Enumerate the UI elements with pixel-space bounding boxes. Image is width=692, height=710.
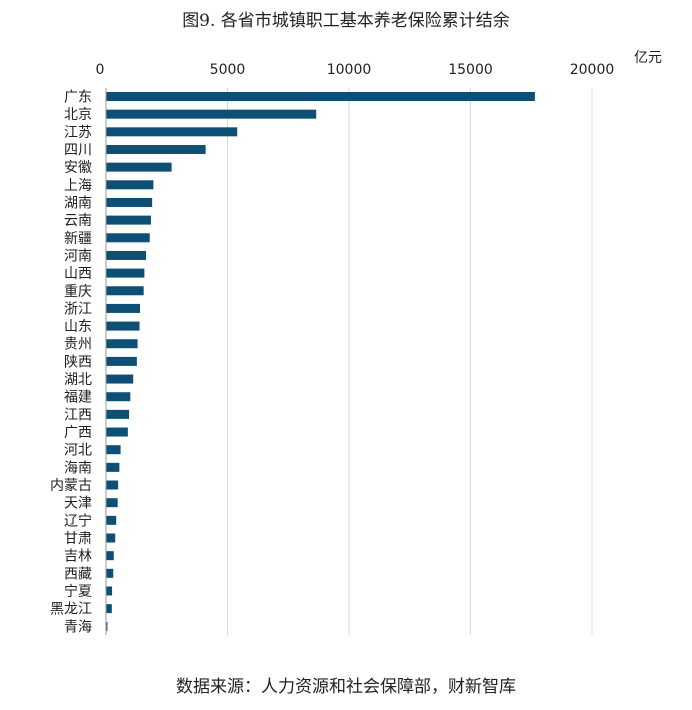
bar-河南: [106, 250, 147, 260]
category-label: 海南: [64, 460, 92, 476]
bar-山西: [106, 268, 145, 278]
bar-浙江: [106, 303, 141, 313]
category-label: 广东: [64, 90, 92, 106]
x-tick-label: 15000: [448, 62, 493, 78]
bar-山东: [106, 321, 140, 331]
bar-甘肃: [106, 533, 116, 543]
x-axis-ticks: 0 5000 10000 15000 20000: [96, 62, 615, 78]
x-tick-label: 20000: [570, 62, 615, 78]
source-note: 数据来源：人力资源和社会保障部，财新智库: [176, 677, 516, 697]
category-label: 内蒙古: [50, 478, 92, 494]
category-label: 福建: [64, 390, 92, 406]
category-label: 湖北: [64, 372, 92, 388]
category-label: 贵州: [64, 337, 92, 353]
bar-吉林: [106, 551, 114, 561]
category-label: 安徽: [64, 160, 92, 176]
bar-海南: [106, 462, 120, 472]
bar-chart: 0 5000 10000 15000 20000 亿元 广东北京江苏四川安徽上海湖南云南…: [50, 50, 662, 636]
category-label: 广西: [64, 425, 92, 441]
bar-西藏: [106, 568, 114, 578]
bar-新疆: [106, 233, 150, 243]
category-label: 北京: [64, 107, 92, 123]
category-label: 天津: [64, 496, 92, 512]
bar-天津: [106, 498, 118, 508]
category-label: 江西: [64, 407, 92, 423]
category-label: 湖南: [64, 195, 92, 211]
bar-上海: [106, 180, 154, 190]
bar-广西: [106, 427, 128, 437]
category-label: 江苏: [64, 125, 92, 141]
bars: [106, 92, 535, 631]
bar-辽宁: [106, 515, 117, 525]
bar-河北: [106, 445, 121, 455]
bar-福建: [106, 392, 131, 402]
category-label: 陕西: [64, 354, 92, 370]
category-label: 辽宁: [64, 512, 92, 529]
category-label: 云南: [64, 213, 92, 229]
category-label: 河南: [64, 248, 92, 264]
category-label: 新疆: [64, 231, 92, 247]
category-label: 甘肃: [64, 531, 92, 547]
category-label: 山东: [64, 319, 92, 335]
bar-湖北: [106, 374, 134, 384]
bar-重庆: [106, 286, 144, 296]
category-label: 山西: [64, 266, 92, 282]
category-label: 四川: [64, 142, 92, 158]
category-label: 吉林: [64, 549, 92, 565]
bar-内蒙古: [106, 480, 119, 490]
bar-江苏: [106, 127, 238, 137]
category-label: 黑龙江: [50, 602, 92, 618]
bar-宁夏: [106, 586, 113, 596]
category-label: 青海: [64, 619, 92, 635]
gridlines: [227, 88, 593, 635]
bar-北京: [106, 109, 317, 119]
bar-青海: [106, 621, 108, 631]
category-label: 河北: [64, 443, 92, 459]
bar-江西: [106, 409, 130, 419]
x-tick-label: 0: [96, 62, 105, 78]
unit-label: 亿元: [634, 50, 662, 66]
category-label: 浙江: [64, 301, 92, 317]
category-label: 宁夏: [64, 583, 92, 600]
bar-湖南: [106, 197, 153, 207]
category-label: 西藏: [64, 566, 92, 582]
x-tick-label: 5000: [210, 62, 246, 78]
bar-安徽: [106, 162, 172, 172]
category-label: 上海: [64, 178, 92, 194]
bar-云南: [106, 215, 151, 225]
bar-四川: [106, 144, 206, 154]
bar-广东: [106, 92, 535, 101]
bar-黑龙江: [106, 604, 112, 614]
bar-陕西: [106, 356, 137, 366]
bar-贵州: [106, 339, 138, 349]
category-labels: 广东北京江苏四川安徽上海湖南云南新疆河南山西重庆浙江山东贵州陕西湖北福建江西广西…: [50, 90, 92, 636]
x-tick-label: 10000: [327, 62, 372, 78]
chart-title: 图9. 各省市城镇职工基本养老保险累计结余: [182, 11, 510, 31]
category-label: 重庆: [64, 284, 92, 300]
